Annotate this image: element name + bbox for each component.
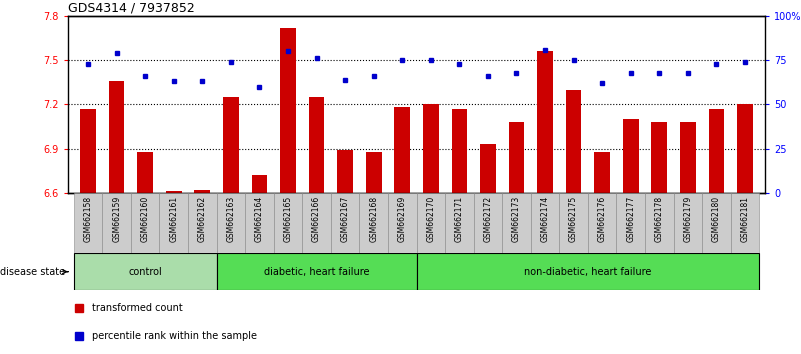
Bar <box>337 150 353 354</box>
Bar <box>645 193 674 253</box>
Text: diabetic, heart failure: diabetic, heart failure <box>264 267 369 277</box>
Text: GSM662160: GSM662160 <box>141 196 150 242</box>
Bar <box>623 119 638 354</box>
Bar <box>366 152 381 354</box>
Text: GSM662168: GSM662168 <box>369 196 378 242</box>
Text: GSM662175: GSM662175 <box>569 196 578 242</box>
Bar <box>702 193 731 253</box>
Bar <box>452 109 467 354</box>
Text: GSM662162: GSM662162 <box>198 196 207 242</box>
Bar <box>274 193 302 253</box>
Bar <box>166 192 182 354</box>
Bar <box>509 122 525 354</box>
Text: GSM662161: GSM662161 <box>169 196 179 242</box>
Bar <box>80 109 96 354</box>
Bar <box>195 190 210 354</box>
Text: transformed count: transformed count <box>92 303 183 313</box>
Bar <box>223 97 239 354</box>
Text: GSM662172: GSM662172 <box>484 196 493 242</box>
Bar <box>103 193 131 253</box>
Bar <box>245 193 274 253</box>
Text: GSM662165: GSM662165 <box>284 196 292 242</box>
Bar <box>709 109 724 354</box>
Text: percentile rank within the sample: percentile rank within the sample <box>92 331 257 341</box>
Text: GSM662158: GSM662158 <box>83 196 93 242</box>
Text: disease state: disease state <box>0 267 68 277</box>
Bar <box>137 152 153 354</box>
Bar <box>445 193 473 253</box>
Bar <box>737 104 753 354</box>
Bar <box>588 193 617 253</box>
Text: GSM662176: GSM662176 <box>598 196 606 242</box>
Text: GSM662181: GSM662181 <box>740 196 750 242</box>
Bar <box>302 193 331 253</box>
Bar <box>388 193 417 253</box>
Bar <box>566 90 582 354</box>
Bar <box>423 104 439 354</box>
Text: control: control <box>128 267 162 277</box>
Bar <box>280 28 296 354</box>
Text: GSM662163: GSM662163 <box>227 196 235 242</box>
Bar <box>360 193 388 253</box>
Bar <box>74 193 103 253</box>
Bar <box>159 193 188 253</box>
Bar <box>617 193 645 253</box>
Bar <box>651 122 667 354</box>
Text: GSM662179: GSM662179 <box>683 196 692 242</box>
Bar <box>417 193 445 253</box>
Text: GSM662174: GSM662174 <box>541 196 549 242</box>
Text: GSM662164: GSM662164 <box>255 196 264 242</box>
Bar <box>188 193 216 253</box>
Text: non-diabetic, heart failure: non-diabetic, heart failure <box>524 267 651 277</box>
Bar <box>131 193 159 253</box>
Bar <box>74 253 216 290</box>
Text: GSM662166: GSM662166 <box>312 196 321 242</box>
Bar <box>537 51 553 354</box>
Text: GSM662178: GSM662178 <box>654 196 664 242</box>
Bar <box>394 107 410 354</box>
Bar <box>331 193 360 253</box>
Bar <box>216 253 417 290</box>
Bar <box>480 144 496 354</box>
Bar <box>473 193 502 253</box>
Bar <box>502 193 531 253</box>
Bar <box>531 193 559 253</box>
Bar <box>308 97 324 354</box>
Text: GSM662159: GSM662159 <box>112 196 121 242</box>
Text: GSM662170: GSM662170 <box>426 196 435 242</box>
Bar <box>216 193 245 253</box>
Text: GSM662173: GSM662173 <box>512 196 521 242</box>
Text: GSM662177: GSM662177 <box>626 196 635 242</box>
Bar <box>559 193 588 253</box>
Bar <box>731 193 759 253</box>
Text: GSM662169: GSM662169 <box>398 196 407 242</box>
Bar <box>252 175 268 354</box>
Bar <box>417 253 759 290</box>
Text: GSM662180: GSM662180 <box>712 196 721 242</box>
Bar <box>594 152 610 354</box>
Bar <box>674 193 702 253</box>
Text: GSM662171: GSM662171 <box>455 196 464 242</box>
Bar <box>680 122 696 354</box>
Bar <box>109 81 124 354</box>
Text: GDS4314 / 7937852: GDS4314 / 7937852 <box>68 2 195 15</box>
Text: GSM662167: GSM662167 <box>340 196 349 242</box>
